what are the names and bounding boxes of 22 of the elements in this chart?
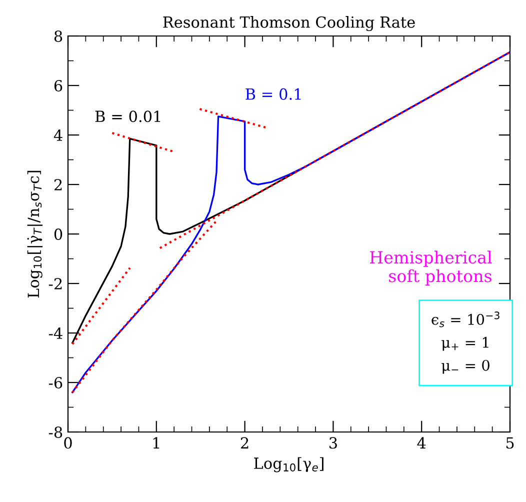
x-tick-label: 4	[417, 437, 426, 448]
x-tick-label: 1	[153, 437, 160, 448]
text: Log$_{10}$[|γ̇$_{T}$|/n$_{s}$σ$_{T}$c]	[27, 170, 43, 298]
annotation: Hemispherical soft photons	[370, 250, 492, 286]
y-tick-label: 2	[54, 178, 62, 190]
x-tick-label: 0	[64, 437, 72, 449]
y-tick-label: 4	[54, 129, 62, 141]
x-tick-label: 3	[330, 437, 337, 449]
y-tick-label: -2	[48, 278, 62, 290]
series-label: B = 0.01	[95, 110, 160, 122]
y-tick-label: 0	[54, 228, 62, 240]
y-tick-label: 6	[54, 80, 62, 92]
series-label: B = 0.1	[246, 88, 301, 100]
x-axis-title: Log$_{10}$[γ$_{e}$]	[254, 457, 324, 472]
chart-title: Resonant Thomson Cooling Rate	[163, 16, 415, 32]
x-tick-label: 5	[506, 437, 514, 449]
y-tick-label: -6	[48, 376, 62, 389]
y-tick-label: -8	[48, 426, 62, 438]
y-tick-label: -4	[48, 327, 62, 339]
y-tick-label: 8	[54, 30, 62, 42]
text: ϵ$_{s}$ = 10$^{−3}$ μ$_{+}$ = 1 μ$_{−}$ = 0	[432, 312, 500, 374]
x-tick-label: 2	[240, 437, 248, 448]
